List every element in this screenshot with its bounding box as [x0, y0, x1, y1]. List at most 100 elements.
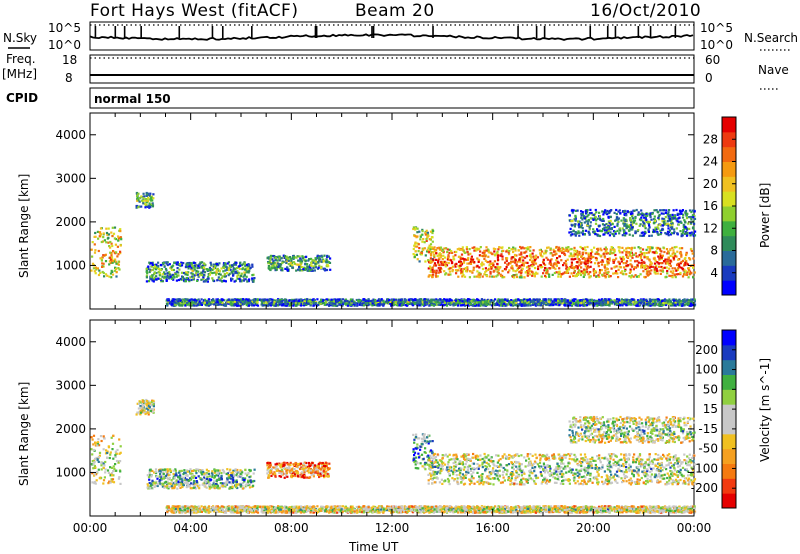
echo-cell: [216, 279, 219, 282]
echo-cell: [212, 263, 215, 266]
echo-cell: [678, 247, 681, 250]
echo-cell: [581, 251, 584, 254]
echo-cell: [678, 300, 681, 303]
echo-cell: [637, 246, 640, 249]
echo-cell: [542, 252, 546, 255]
echo-cell: [429, 247, 432, 250]
echo-cell: [465, 258, 468, 261]
echo-cell: [161, 275, 164, 278]
echo-cell: [437, 298, 440, 302]
echo-cell: [640, 209, 643, 212]
echo-cell: [222, 279, 226, 282]
echo-cell: [673, 246, 676, 249]
echo-cell: [464, 304, 467, 307]
echo-cell: [598, 300, 601, 303]
echo-cell: [180, 264, 184, 267]
echo-cell: [281, 260, 284, 263]
echo-cell: [629, 276, 633, 279]
echo-cell: [355, 302, 359, 305]
echo-cell: [636, 264, 639, 267]
echo-cell: [687, 302, 690, 305]
echo-cell: [207, 268, 210, 272]
echo-cell: [400, 298, 403, 301]
echo-cell: [145, 194, 148, 197]
echo-cell: [220, 279, 223, 283]
echo-cell: [571, 302, 574, 305]
echo-cell: [435, 258, 438, 261]
echo-cell: [218, 262, 221, 265]
echo-cell: [304, 268, 307, 271]
echo-cell: [520, 299, 523, 302]
echo-cell: [449, 273, 452, 276]
echo-cell: [622, 258, 625, 261]
echo-cell: [470, 299, 473, 303]
echo-cell: [469, 298, 472, 301]
echo-cell: [583, 270, 586, 273]
echo-cell: [636, 299, 640, 302]
echo-cell: [112, 250, 115, 253]
echo-cell: [675, 245, 678, 249]
echo-cell: [300, 298, 303, 301]
echo-cell: [656, 261, 659, 264]
echo-cell: [416, 227, 419, 230]
echo-cell: [652, 298, 655, 301]
echo-cell: [119, 236, 122, 239]
echo-cell: [558, 246, 561, 249]
echo-cell: [246, 280, 249, 283]
echo-cell: [201, 272, 204, 275]
echo-cell: [143, 195, 146, 198]
echo-cell: [430, 246, 434, 249]
echo-cell: [297, 259, 300, 262]
echo-cell: [505, 250, 508, 253]
echo-cell: [594, 271, 598, 274]
echo-cell: [162, 261, 165, 265]
echo-cell: [667, 302, 670, 305]
echo-cell: [218, 278, 221, 281]
echo-cell: [583, 246, 587, 249]
echo-cell: [317, 256, 320, 259]
echo-cell: [574, 249, 578, 252]
echo-cell: [144, 203, 147, 206]
echo-cell: [243, 273, 246, 276]
echo-cell: [316, 256, 319, 260]
echo-cell: [196, 279, 199, 282]
echo-cell: [317, 261, 320, 264]
echo-cell: [557, 273, 560, 276]
echo-cell: [224, 304, 227, 307]
echo-cell: [585, 268, 588, 271]
echo-cell: [237, 265, 241, 268]
echo-cell: [613, 265, 617, 268]
echo-cell: [278, 257, 281, 260]
echo-cell: [526, 270, 529, 273]
echo-cell: [649, 261, 652, 264]
echo-cell: [318, 259, 321, 262]
echo-cell: [583, 256, 586, 260]
echo-cell: [223, 272, 226, 276]
echo-cell: [571, 255, 574, 258]
echo-cell: [651, 251, 654, 254]
echo-cell: [654, 272, 657, 275]
echo-cell: [517, 249, 520, 252]
echo-cell: [186, 263, 189, 266]
echo-cell: [449, 302, 452, 305]
echo-cell: [462, 274, 465, 277]
echo-cell: [102, 232, 105, 235]
echo-cell: [165, 262, 168, 265]
echo-cell: [441, 249, 444, 252]
echo-cell: [577, 258, 580, 261]
echo-cell: [456, 248, 459, 251]
echo-cell: [484, 267, 487, 270]
echo-cell: [203, 301, 206, 304]
echo-cell: [136, 199, 139, 202]
echo-cell: [376, 304, 379, 307]
echo-cell: [264, 298, 267, 301]
echo-cell: [489, 251, 492, 254]
echo-cell: [252, 278, 255, 282]
echo-cell: [354, 302, 357, 305]
echo-cell: [586, 299, 589, 302]
echo-cell: [524, 271, 527, 274]
echo-cell: [546, 258, 549, 261]
echo-cell: [317, 266, 320, 269]
echo-cell: [468, 270, 471, 273]
echo-cell: [435, 249, 438, 252]
